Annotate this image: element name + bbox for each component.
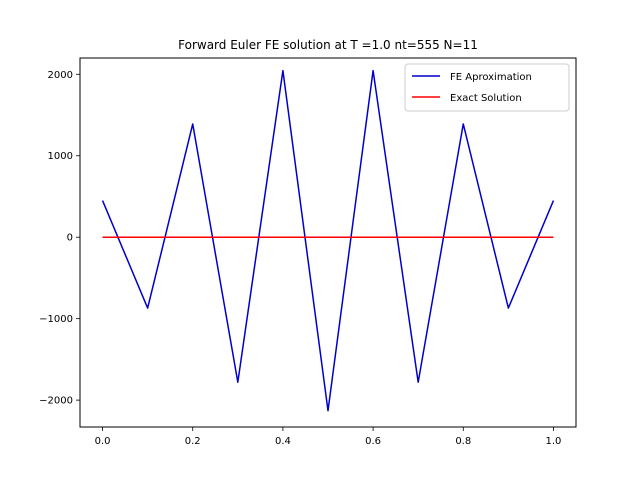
series-line-fe bbox=[101, 69, 555, 412]
plot-area: 0.0 0.2 0.4 0.6 0.8 1.0 −2000 −1000 0 1000 2000 bbox=[39, 57, 577, 447]
y-tick-label: 2000 bbox=[48, 70, 73, 81]
x-axis: 0.0 0.2 0.4 0.6 0.8 1.0 bbox=[95, 427, 562, 447]
y-tick-label: −2000 bbox=[39, 396, 73, 407]
legend-label-fe: FE Aproximation bbox=[450, 72, 532, 83]
x-tick-label: 1.0 bbox=[546, 436, 562, 447]
y-axis: −2000 −1000 0 1000 2000 bbox=[39, 70, 80, 407]
series-layer bbox=[101, 69, 555, 412]
axes-frame bbox=[79, 57, 577, 428]
x-tick-label: 0.8 bbox=[455, 436, 471, 447]
y-tick-label: −1000 bbox=[39, 314, 73, 325]
legend: FE Aproximation Exact Solution bbox=[404, 63, 570, 112]
legend-box bbox=[404, 63, 570, 112]
x-tick-label: 0.2 bbox=[185, 436, 201, 447]
chart-title: Forward Euler FE solution at T =1.0 nt=5… bbox=[178, 38, 478, 52]
y-tick-label: 0 bbox=[67, 233, 73, 244]
legend-label-exact: Exact Solution bbox=[450, 93, 522, 104]
y-tick-label: 1000 bbox=[48, 151, 73, 162]
x-tick-label: 0.6 bbox=[365, 436, 381, 447]
x-tick-label: 0.4 bbox=[275, 436, 291, 447]
x-tick-label: 0.0 bbox=[95, 436, 111, 447]
